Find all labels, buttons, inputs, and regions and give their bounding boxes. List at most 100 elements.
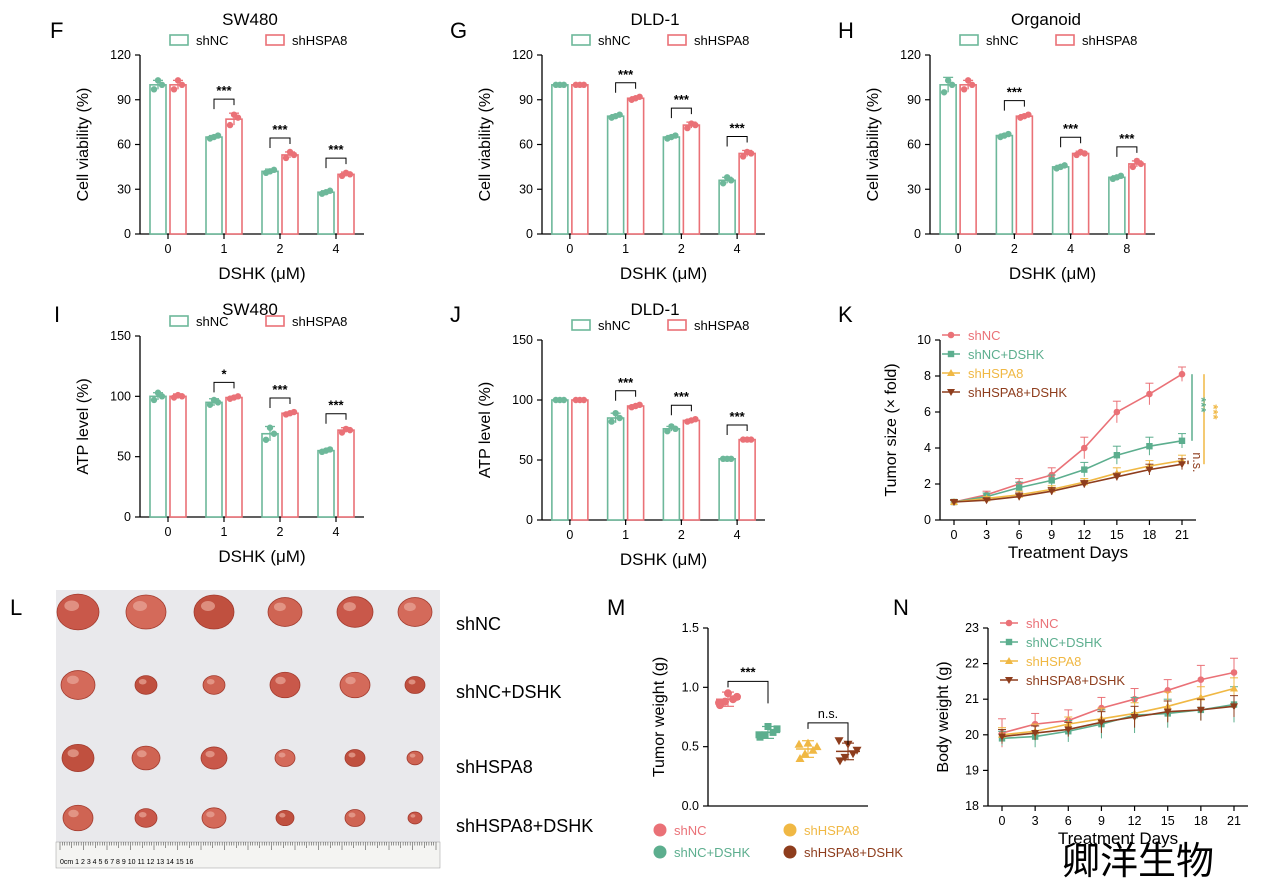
- tumor-specimen: [61, 744, 95, 773]
- I-significance-bracket: [269, 397, 291, 409]
- K-y-axis-label: Tumor size (× fold): [883, 363, 900, 496]
- G-data-point: [580, 81, 588, 89]
- F-data-point: [226, 121, 234, 129]
- H-bar: [1051, 166, 1070, 235]
- photo-label-shNC: shNC: [456, 614, 501, 634]
- J-data-point: [616, 414, 623, 422]
- tumor-highlight: [278, 752, 286, 758]
- tumor-highlight: [68, 809, 79, 818]
- H-y-tick-label: 120: [900, 48, 921, 62]
- G-x-tick-label: 2: [678, 242, 685, 256]
- K-series-line: [953, 459, 1183, 503]
- J-x-tick-label: 0: [566, 528, 573, 542]
- I-bar: [261, 432, 279, 518]
- tumor-specimen: [193, 594, 235, 630]
- N-series-line: [1001, 705, 1235, 738]
- I-significance-bracket: [213, 381, 235, 393]
- tumor-specimen: [125, 594, 167, 630]
- H-x-tick-label: 8: [1123, 242, 1130, 256]
- G-data-point: [672, 132, 679, 139]
- I-bar: [225, 396, 243, 518]
- tumor-specimen: [201, 807, 227, 829]
- tumor-highlight: [345, 676, 356, 685]
- J-y-tick-label: 0: [526, 513, 533, 527]
- I-bar: [317, 449, 335, 518]
- G-significance-label: ***: [618, 67, 634, 82]
- I-x-axis-label: DSHK (μM): [218, 547, 305, 566]
- K-marker: [950, 499, 958, 506]
- J-significance-bracket: [615, 390, 637, 401]
- tumor-highlight: [64, 600, 80, 611]
- I-data-point: [178, 393, 186, 400]
- N-x-tick-label: 21: [1227, 814, 1241, 828]
- K-y-tick-label: 8: [924, 369, 931, 383]
- N-x-tick-label: 9: [1098, 814, 1105, 828]
- panel-letter-F: F: [50, 18, 63, 43]
- N-series-line: [1001, 671, 1235, 734]
- G-legend-swatch: [667, 34, 687, 46]
- G-x-tick-label: 1: [622, 242, 629, 256]
- K-marker: [1146, 443, 1153, 450]
- M-data-point: [773, 725, 781, 733]
- I-data-point: [266, 424, 274, 431]
- G-data-point: [739, 153, 747, 160]
- F-legend-swatch: [265, 34, 285, 46]
- K-legend-marker: [947, 350, 955, 358]
- J-x-axis-label: DSHK (μM): [620, 550, 707, 569]
- M-y-tick-label: 1.0: [682, 680, 699, 694]
- I-significance-bracket: [325, 413, 347, 424]
- M-significance-label: n.s.: [818, 707, 838, 721]
- K-y-tick-label: 10: [917, 333, 931, 347]
- M-significance-label: ***: [740, 664, 756, 679]
- G-y-tick-label: 120: [512, 48, 533, 62]
- J-data-point: [727, 455, 735, 462]
- I-data-point: [206, 401, 214, 408]
- F-data-point: [154, 77, 162, 84]
- I-chart-title: SW480: [222, 300, 278, 319]
- H-significance-bracket: [1116, 146, 1138, 157]
- H-y-tick-label: 60: [907, 138, 921, 152]
- K-significance-label: ***: [1194, 397, 1209, 413]
- watermark-text: 卿洋生物: [1062, 841, 1214, 883]
- J-bar: [606, 417, 625, 521]
- M-y-tick-label: 1.5: [682, 621, 699, 635]
- M-data-point: [835, 757, 845, 766]
- N-y-tick-label: 22: [965, 657, 979, 671]
- J-bar: [551, 399, 569, 521]
- panel-letter-G: G: [450, 18, 467, 43]
- J-bar: [738, 438, 756, 521]
- F-bar: [281, 154, 299, 235]
- I-y-tick-label: 150: [110, 329, 131, 343]
- K-y-tick-label: 0: [924, 513, 931, 527]
- J-data-point: [672, 425, 679, 432]
- K-marker: [1112, 473, 1121, 481]
- I-y-tick-label: 100: [110, 389, 131, 403]
- G-chart-title: DLD-1: [630, 10, 679, 29]
- M-data-point: [812, 742, 822, 751]
- J-data-point: [580, 396, 588, 404]
- H-y-tick-label: 30: [907, 182, 921, 196]
- H-data-point: [1025, 111, 1032, 118]
- N-x-tick-label: 15: [1161, 814, 1175, 828]
- I-significance-label: ***: [328, 398, 344, 413]
- N-y-tick-label: 20: [965, 728, 979, 742]
- H-x-tick-label: 0: [955, 242, 962, 256]
- tumor-highlight: [409, 753, 416, 758]
- H-significance-bracket: [1003, 100, 1025, 111]
- N-x-tick-label: 18: [1194, 814, 1208, 828]
- photo-background: [56, 590, 440, 858]
- M-legend-label: shHSPA8+DSHK: [804, 845, 903, 860]
- H-bar: [995, 134, 1014, 235]
- tumor-highlight: [279, 813, 286, 818]
- F-significance-label: ***: [328, 142, 344, 157]
- N-x-tick-label: 12: [1128, 814, 1142, 828]
- J-significance-label: ***: [618, 375, 634, 390]
- J-chart-title: DLD-1: [630, 300, 679, 319]
- panel-letter-K: K: [838, 302, 853, 327]
- tumor-highlight: [206, 678, 215, 685]
- N-y-tick-label: 19: [965, 763, 979, 777]
- I-y-tick-label: 0: [124, 510, 131, 524]
- H-significance-bracket: [1060, 136, 1082, 148]
- G-y-tick-label: 30: [519, 182, 533, 196]
